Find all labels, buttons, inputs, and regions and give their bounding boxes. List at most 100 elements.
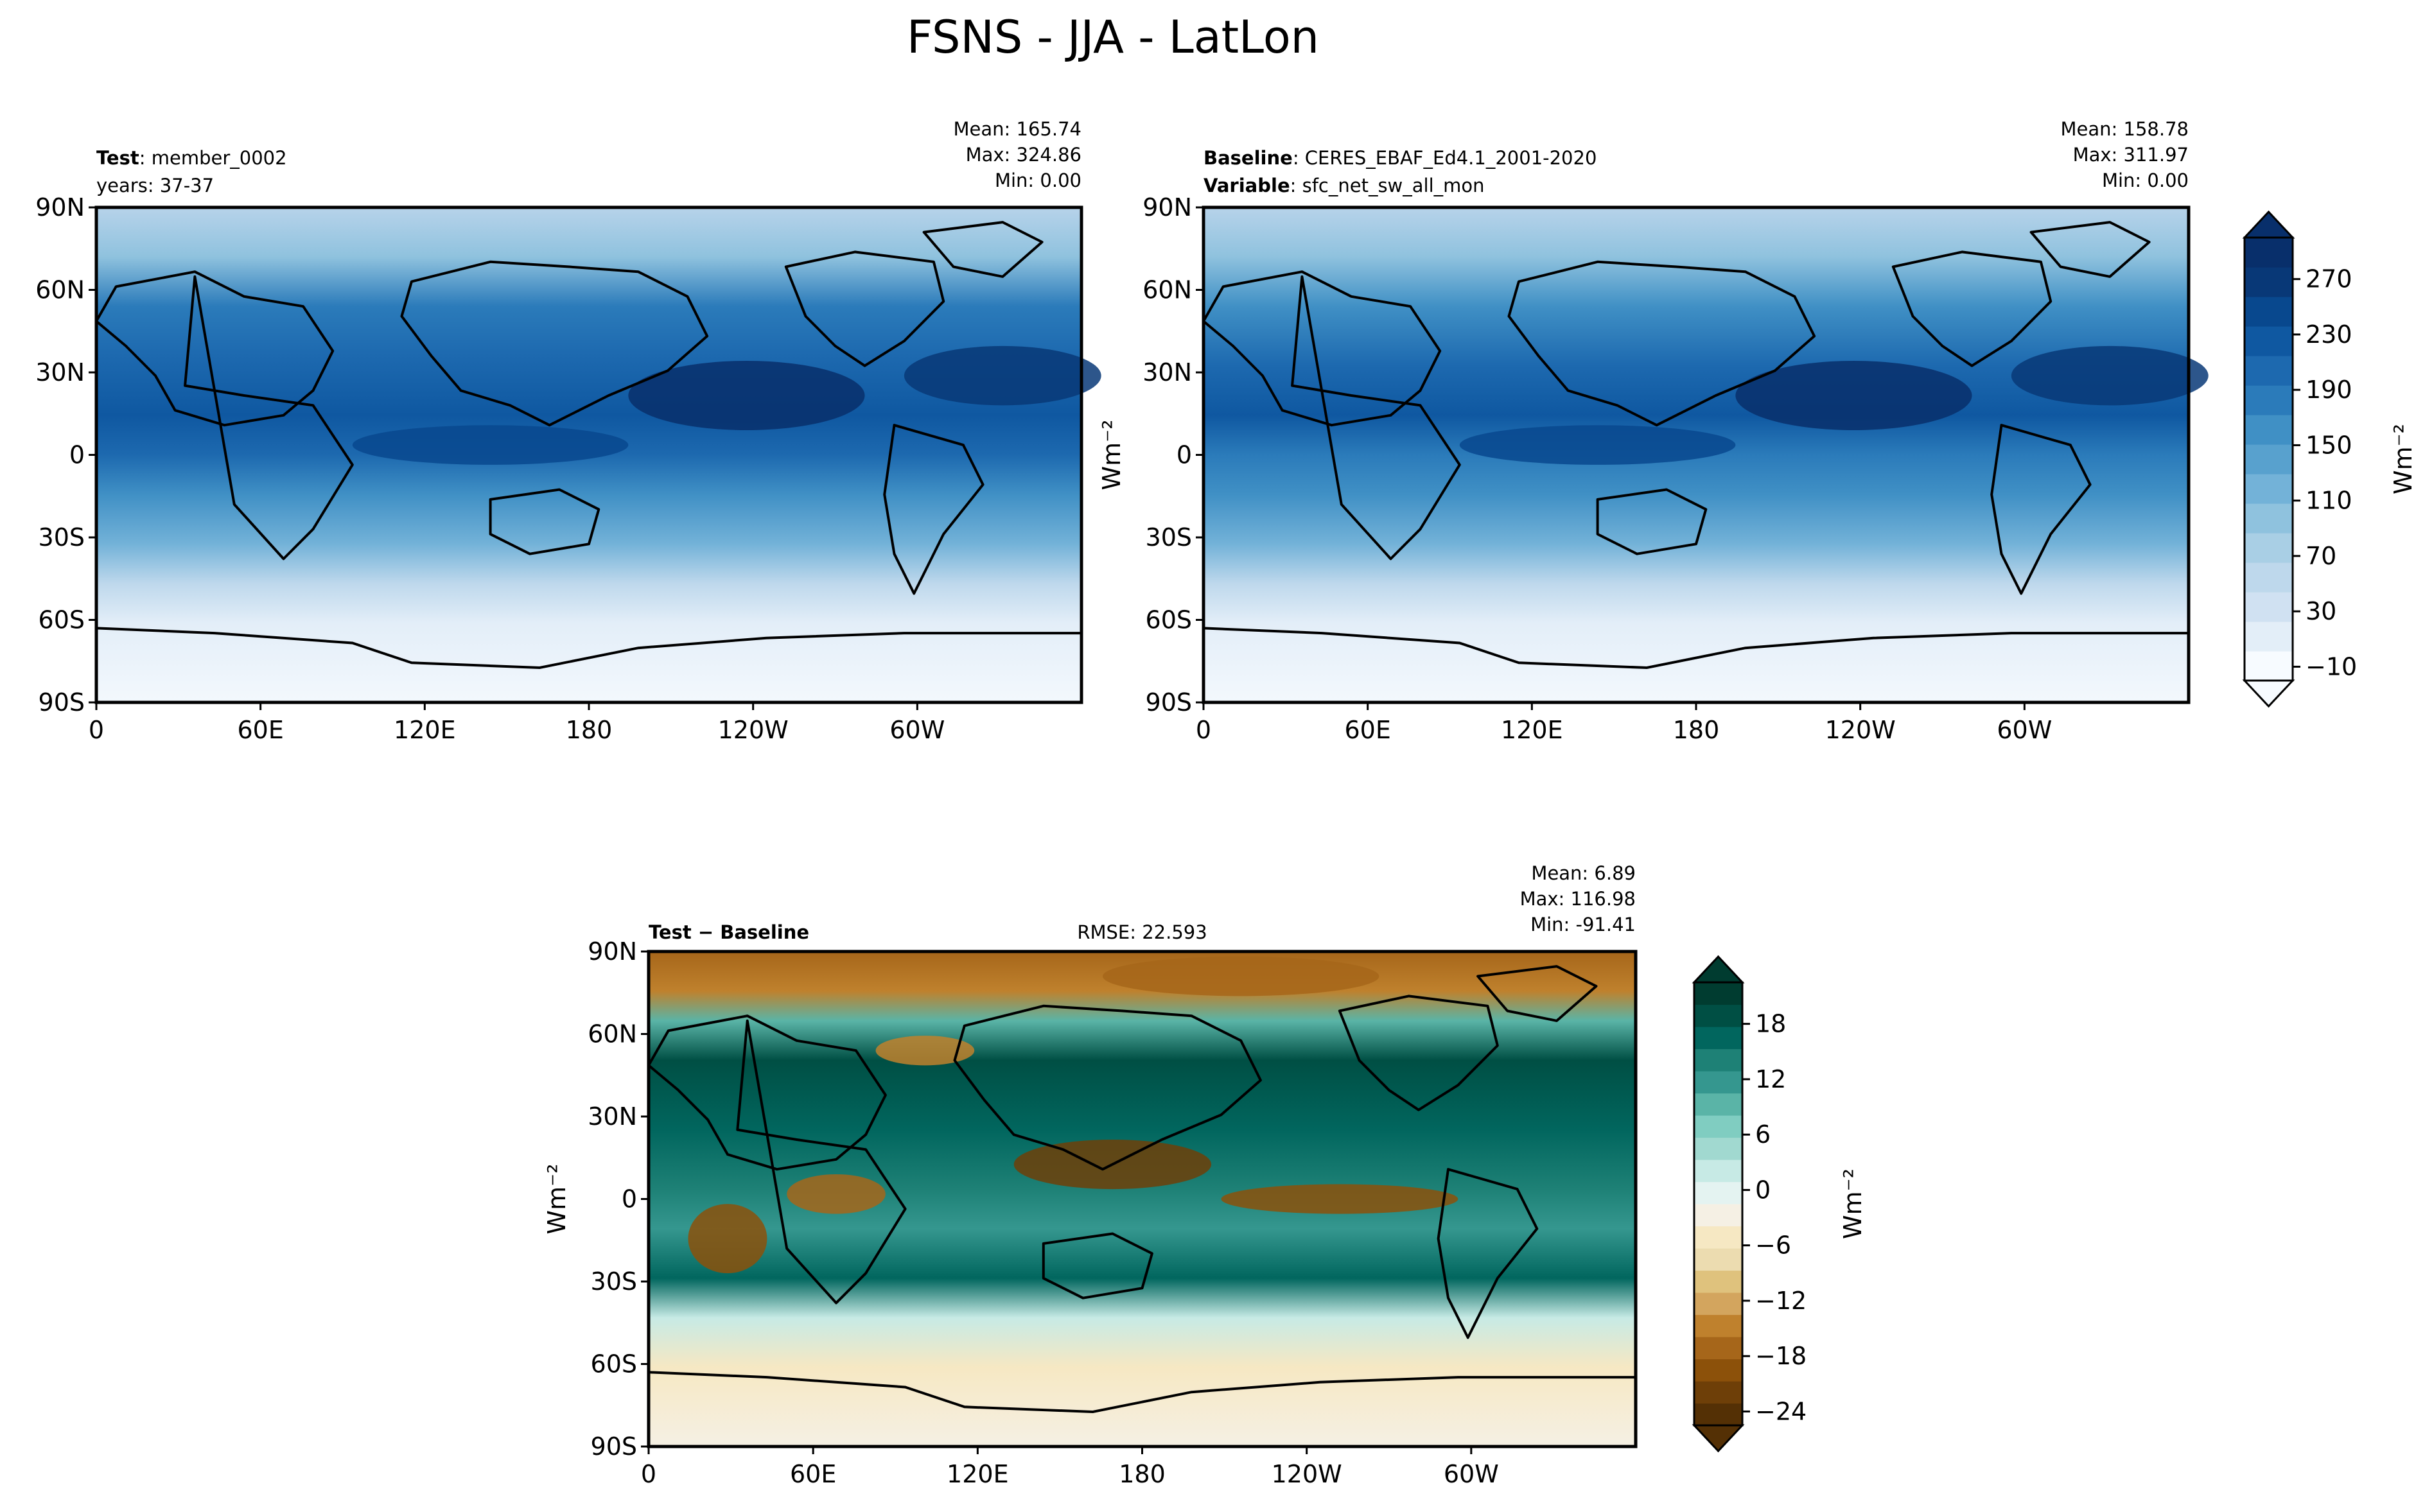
map-panels: 0 60E 120E 180 120W 60W90N60N30N030S60S90STes… — [35, 118, 2209, 1488]
coastline — [1990, 424, 2092, 595]
field-maximum-blob — [1459, 425, 1736, 465]
lon-tick-label: 0 — [641, 1460, 656, 1488]
stat-line: Max: 116.98 — [1520, 888, 1636, 910]
lat-tick-label: 30S — [39, 523, 85, 552]
coastline — [184, 275, 354, 560]
stat-line: Mean: 165.74 — [954, 118, 1081, 140]
colorbar-frame — [1693, 981, 1744, 1427]
colorbar-extend-top — [2242, 210, 2295, 239]
colorbar-tick-label: 270 — [2306, 265, 2352, 293]
colorbar-units-label: Wm⁻² — [1839, 1169, 1867, 1239]
lon-tick-label: 60W — [889, 716, 945, 744]
panel-title: Test: member_0002 — [96, 147, 287, 169]
lat-tick-label: 60S — [591, 1350, 637, 1378]
colorbar-segment — [1694, 1359, 1742, 1382]
lon-tick-label: 120W — [1825, 716, 1896, 744]
lat-tick-label: 0 — [622, 1185, 637, 1213]
anomaly-blob-negative — [875, 1036, 975, 1066]
colorbar-segment — [2245, 415, 2293, 445]
colorbar-segment — [1694, 1181, 1742, 1204]
colorbar-segment — [2245, 592, 2293, 622]
panel-subtitle: Variable: sfc_net_sw_all_mon — [1204, 175, 1485, 196]
coastline — [1338, 995, 1499, 1111]
coastline — [1891, 250, 2053, 367]
colorbar-segment — [2245, 385, 2293, 415]
coastline — [1437, 1168, 1539, 1339]
anomaly-blob-negative — [1221, 1184, 1458, 1214]
colorbar-segment — [2245, 503, 2293, 534]
lon-tick-label: 180 — [1119, 1460, 1166, 1488]
lon-tick-label: 60E — [237, 716, 283, 744]
panel-title: Baseline: CERES_EBAF_Ed4.1_2001-2020 — [1204, 147, 1597, 169]
lat-tick-label: 60S — [39, 606, 85, 634]
colorbar-segment — [2245, 267, 2293, 297]
colorbar-tick-label: 18 — [1755, 1010, 1786, 1038]
colorbar-tick-label: −10 — [2306, 652, 2357, 681]
colorbar-tick-label: 110 — [2306, 487, 2352, 515]
colorbar-tick-label: 70 — [2306, 542, 2336, 570]
lat-tick-label: 0 — [69, 441, 85, 469]
stat-line: Mean: 6.89 — [1531, 862, 1636, 884]
stat-line: Min: 0.00 — [995, 169, 1081, 191]
lon-tick-label: 60E — [790, 1460, 836, 1488]
colorbar-segment — [2245, 651, 2293, 681]
colorbar-segment — [1694, 1093, 1742, 1116]
lat-tick-label: 30N — [35, 358, 85, 387]
colorbar-segment — [1694, 1337, 1742, 1360]
lat-tick-label: 60N — [35, 276, 85, 304]
colorbar-segment — [1694, 1071, 1742, 1094]
colorbar-extend-top — [1692, 955, 1745, 984]
lon-tick-label: 0 — [1196, 716, 1211, 744]
colorbar-segment — [1694, 1048, 1742, 1072]
panel-diff: 0 60E 120E 180 120W 60W 90N 60N 30N 0 30S 60S 90S Wm⁻… — [543, 862, 1638, 1488]
y-axis-units-label: Wm⁻² — [1098, 420, 1126, 491]
colorbar-segment — [1694, 1314, 1742, 1337]
lon-tick-label: 120E — [1501, 716, 1563, 744]
lat-tick-label: 30S — [1146, 523, 1192, 552]
colorbar-segment — [2245, 562, 2293, 593]
panel-test: 0 60E 120E 180 120W 60W 90N 60N 30N 0 30S 60S 90S Tes… — [35, 118, 1101, 744]
lon-tick-label: 120W — [718, 716, 789, 744]
coastline — [1596, 488, 1708, 555]
panel-subtitle: years: 37-37 — [96, 175, 214, 196]
colorbar-segment — [2245, 356, 2293, 386]
coastline — [953, 1004, 1262, 1171]
coastline — [922, 221, 1044, 278]
lat-tick-label: 0 — [1177, 441, 1192, 469]
lon-tick-label: 60W — [1997, 716, 2052, 744]
colorbar-segment — [2245, 444, 2293, 474]
panel-baseline: 0 60E 120E 180 120W 60W 90N 60N 30N 0 30S 60S 90S Wm⁻… — [1098, 118, 2209, 744]
coastline — [883, 424, 985, 595]
lon-tick-label: 0 — [89, 716, 104, 744]
lat-tick-label: 90S — [1146, 688, 1192, 717]
figure-title: FSNS - JJA - LatLon — [907, 11, 1319, 64]
colorbar-segment — [1694, 1403, 1742, 1426]
coastline — [489, 488, 600, 555]
lat-tick-label: 30N — [588, 1102, 637, 1131]
colorbar-extend-bottom — [2242, 679, 2295, 708]
stat-line: Mean: 158.78 — [2061, 118, 2189, 140]
colorbar-tick-label: 6 — [1755, 1120, 1771, 1149]
coastline — [400, 260, 709, 427]
lon-tick-label: 120E — [394, 716, 456, 744]
coastline — [647, 1014, 887, 1171]
colorbar-segment — [2245, 238, 2293, 268]
lon-tick-label: 120E — [947, 1460, 1009, 1488]
colorbar-segment — [1694, 1204, 1742, 1227]
lon-tick-label: 60W — [1444, 1460, 1499, 1488]
field-maximum-blob — [628, 361, 865, 430]
colorbar-tick-label: −24 — [1755, 1397, 1807, 1425]
lat-tick-label: 60N — [1142, 276, 1192, 304]
anomaly-blob-negative — [688, 1204, 767, 1274]
lon-tick-label: 180 — [566, 716, 613, 744]
field-maximum-blob — [352, 425, 629, 465]
y-axis-units-label: Wm⁻² — [543, 1164, 571, 1235]
colorbar-segment — [1694, 1027, 1742, 1050]
colorbar-tick-label: 190 — [2306, 376, 2352, 404]
colorbar-tick-label: 30 — [2306, 597, 2336, 625]
lat-tick-label: 30S — [591, 1267, 637, 1296]
colorbar-segment — [1694, 1115, 1742, 1138]
colorbar-tick-label: 12 — [1755, 1065, 1786, 1093]
lon-tick-label: 180 — [1673, 716, 1720, 744]
